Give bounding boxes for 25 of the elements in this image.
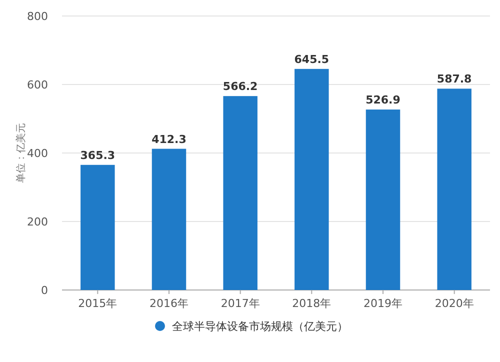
y-tick-label: 600 bbox=[27, 78, 48, 92]
data-label: 587.8 bbox=[436, 72, 472, 86]
y-tick-label: 0 bbox=[41, 284, 48, 297]
x-tick-label: 2019年 bbox=[364, 297, 402, 310]
x-tick-label: 2017年 bbox=[220, 297, 260, 310]
data-label: 645.5 bbox=[294, 52, 330, 66]
x-tick-label: 2018年 bbox=[292, 297, 332, 310]
y-tick-label: 400 bbox=[27, 147, 48, 160]
legend-label: 全球半导体设备市场规模（亿美元） bbox=[172, 320, 348, 333]
x-tick-label: 2016年 bbox=[150, 297, 188, 310]
y-tick-label: 800 bbox=[27, 10, 48, 23]
x-tick-label: 2015年 bbox=[78, 297, 118, 310]
data-label: 365.3 bbox=[80, 148, 116, 162]
bar bbox=[294, 68, 329, 290]
bar bbox=[152, 148, 186, 290]
y-axis-title: 单位：亿美元 bbox=[15, 123, 27, 183]
bar bbox=[223, 96, 258, 290]
bar bbox=[437, 88, 472, 290]
x-tick-label: 2020年 bbox=[434, 297, 474, 310]
bar bbox=[80, 164, 115, 290]
y-tick-label: 200 bbox=[27, 216, 48, 228]
bar bbox=[366, 110, 400, 290]
data-label: 566.2 bbox=[222, 80, 258, 94]
data-label: 526.9 bbox=[366, 94, 400, 107]
data-label: 412.3 bbox=[152, 132, 186, 146]
